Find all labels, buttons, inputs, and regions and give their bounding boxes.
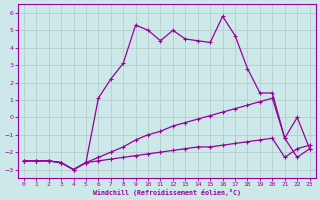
X-axis label: Windchill (Refroidissement éolien,°C): Windchill (Refroidissement éolien,°C) <box>93 189 241 196</box>
